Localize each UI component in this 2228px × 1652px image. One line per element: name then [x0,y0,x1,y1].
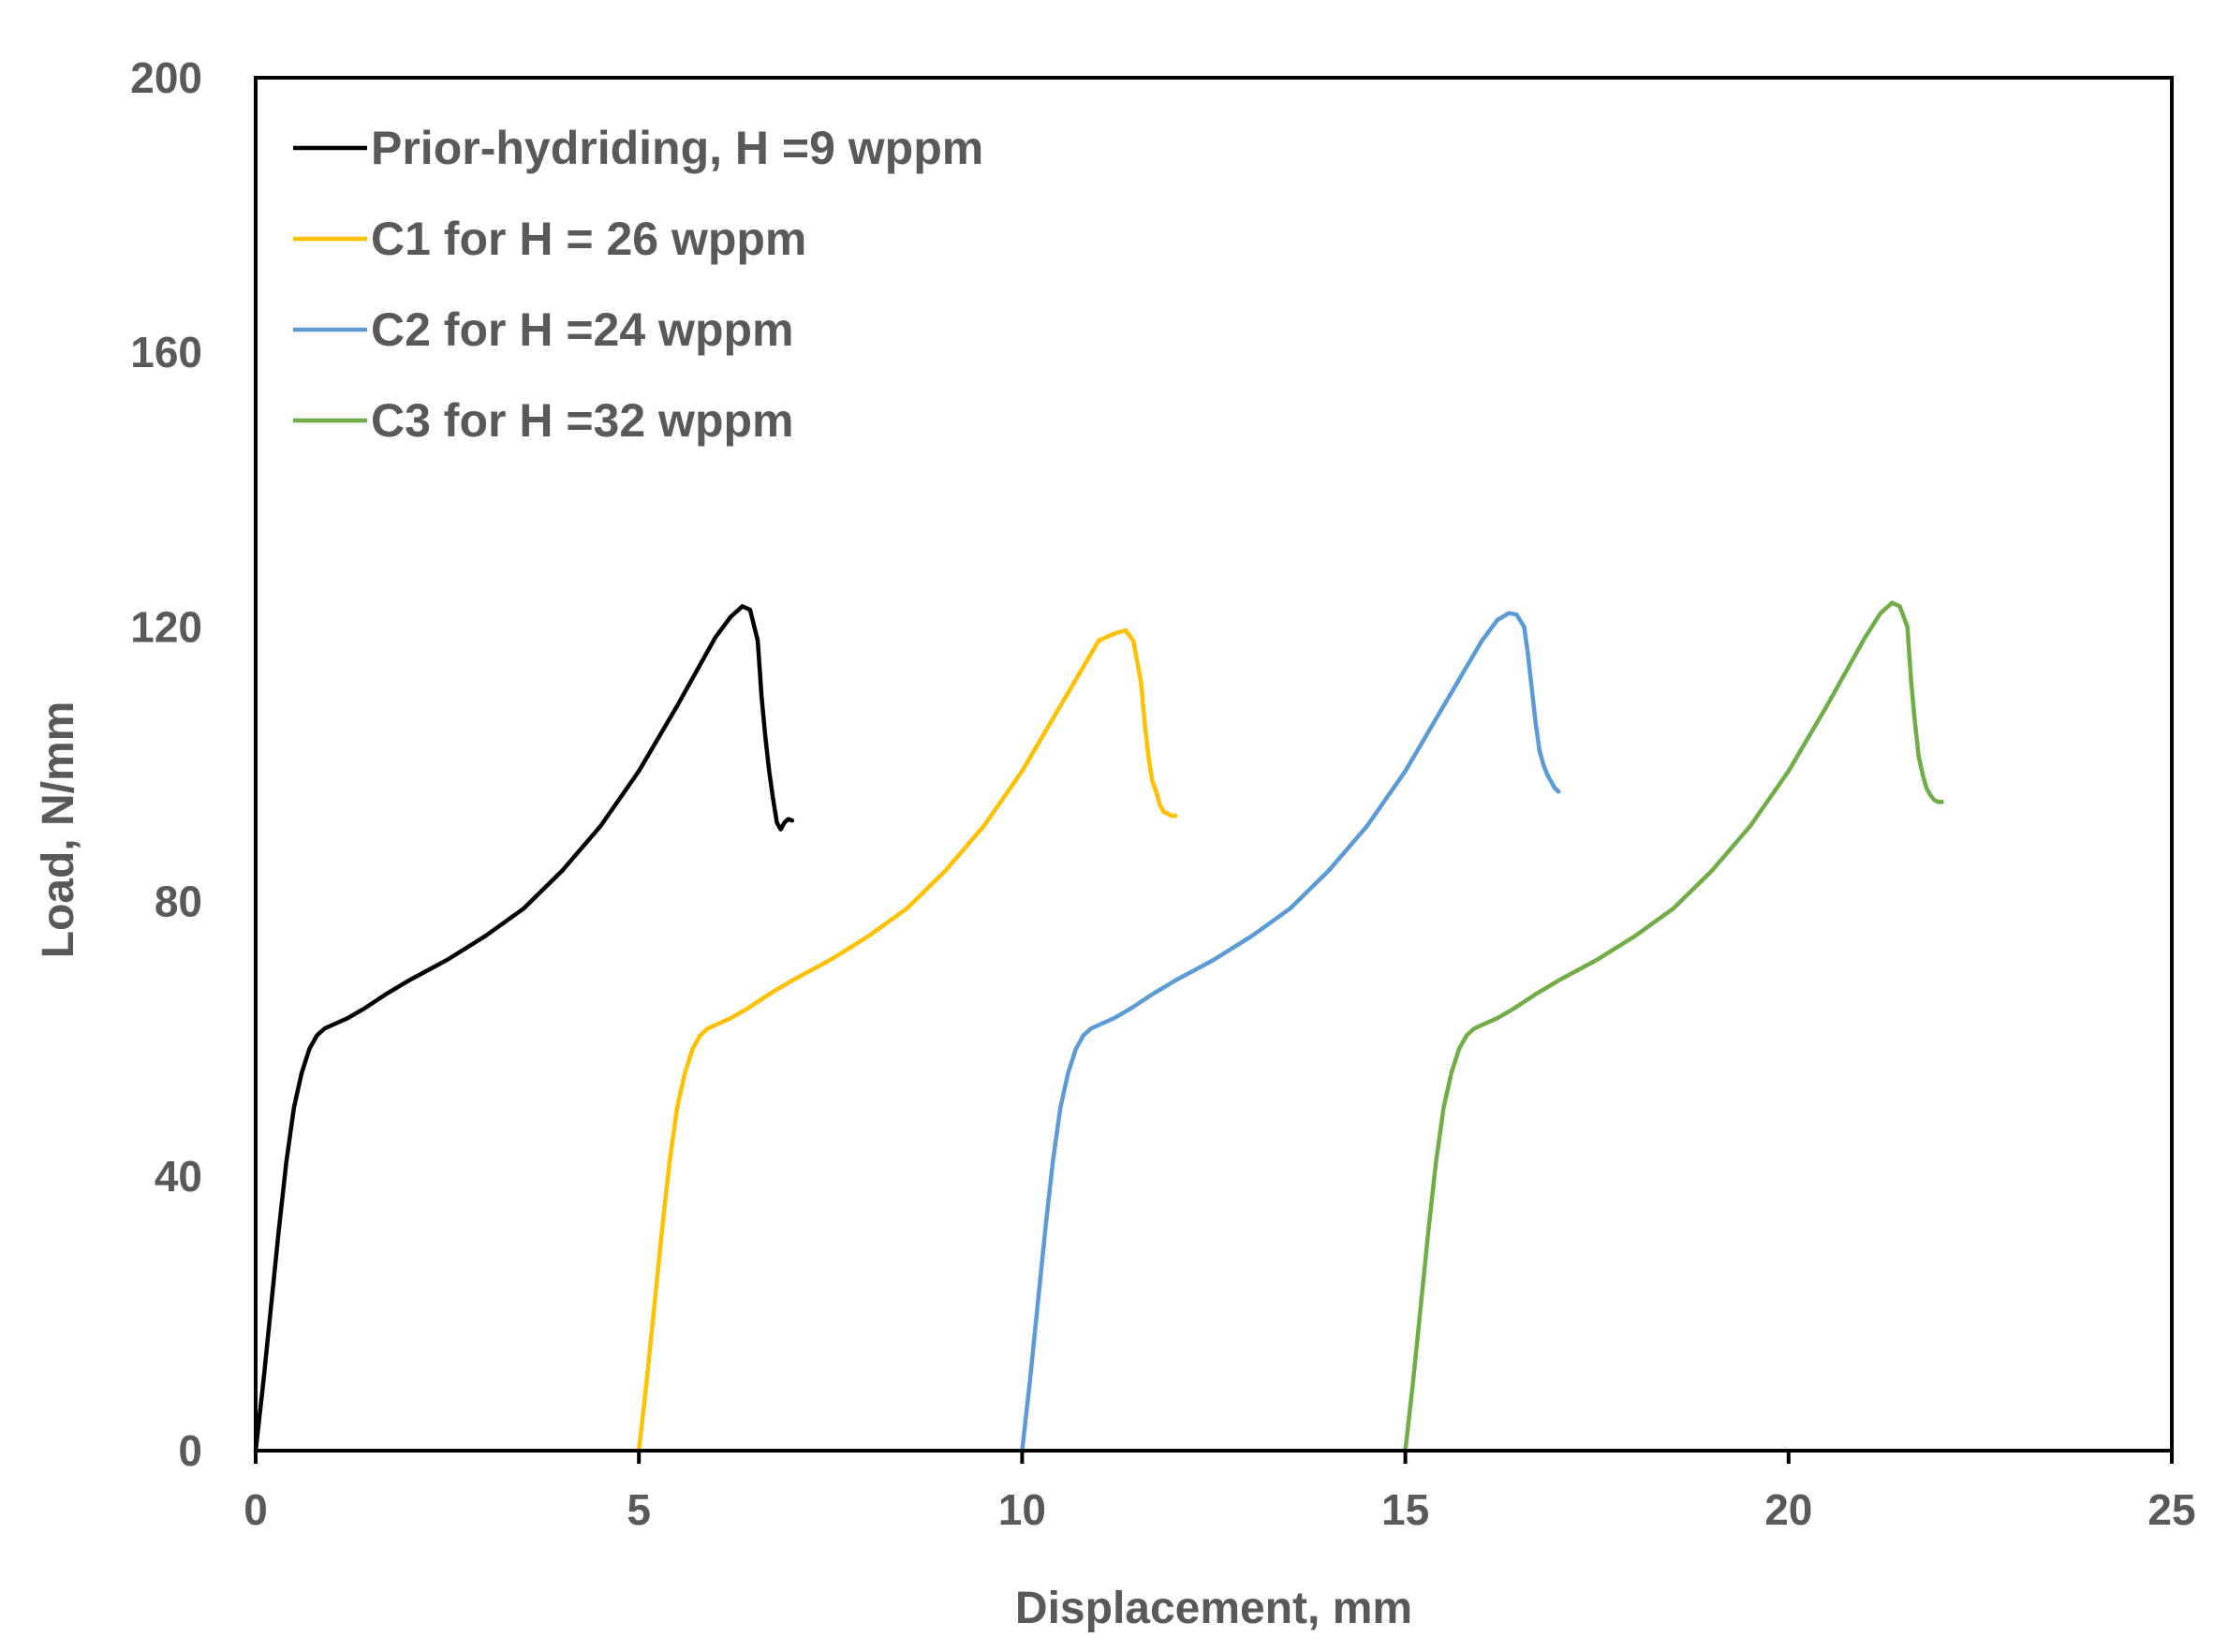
x-tick-label: 25 [2147,1485,2195,1534]
legend-label-2: C1 for H = 26 wppm [371,213,806,265]
series-line-4 [1403,600,1944,1453]
y-tick-label: 200 [130,53,202,102]
y-axis-title: Load, N/mm [34,701,83,959]
y-tick-label: 40 [155,1152,202,1201]
y-axis-ticks: 0 40 80 120 160 200 [130,53,202,1475]
series-line-2 [636,627,1178,1453]
x-axis-ticks: 0 5 10 15 20 25 [243,1451,2196,1534]
plot-frame [254,76,2174,1453]
x-tick-label: 0 [243,1485,268,1534]
x-tick-label: 15 [1381,1485,1429,1534]
legend-label-3: C2 for H =24 wppm [371,303,794,356]
y-tick-label: 80 [155,878,202,926]
y-tick-label: 160 [130,328,202,376]
series-line-1 [253,604,795,1453]
y-tick-label: 120 [130,602,202,651]
series-line-3 [1020,611,1561,1453]
x-tick-label: 5 [627,1485,651,1534]
legend-label-4: C3 for H =32 wppm [371,394,794,447]
x-axis-title: Displacement, mm [1015,1584,1412,1633]
series-layer [253,600,1944,1453]
x-tick-label: 20 [1764,1485,1812,1534]
legend-label-1: Prior-hydriding, H =9 wppm [371,122,983,174]
x-tick-label: 10 [998,1485,1046,1534]
y-tick-label: 0 [178,1426,202,1475]
legend: Prior-hydriding, H =9 wppm C1 for H = 26 … [293,122,983,447]
